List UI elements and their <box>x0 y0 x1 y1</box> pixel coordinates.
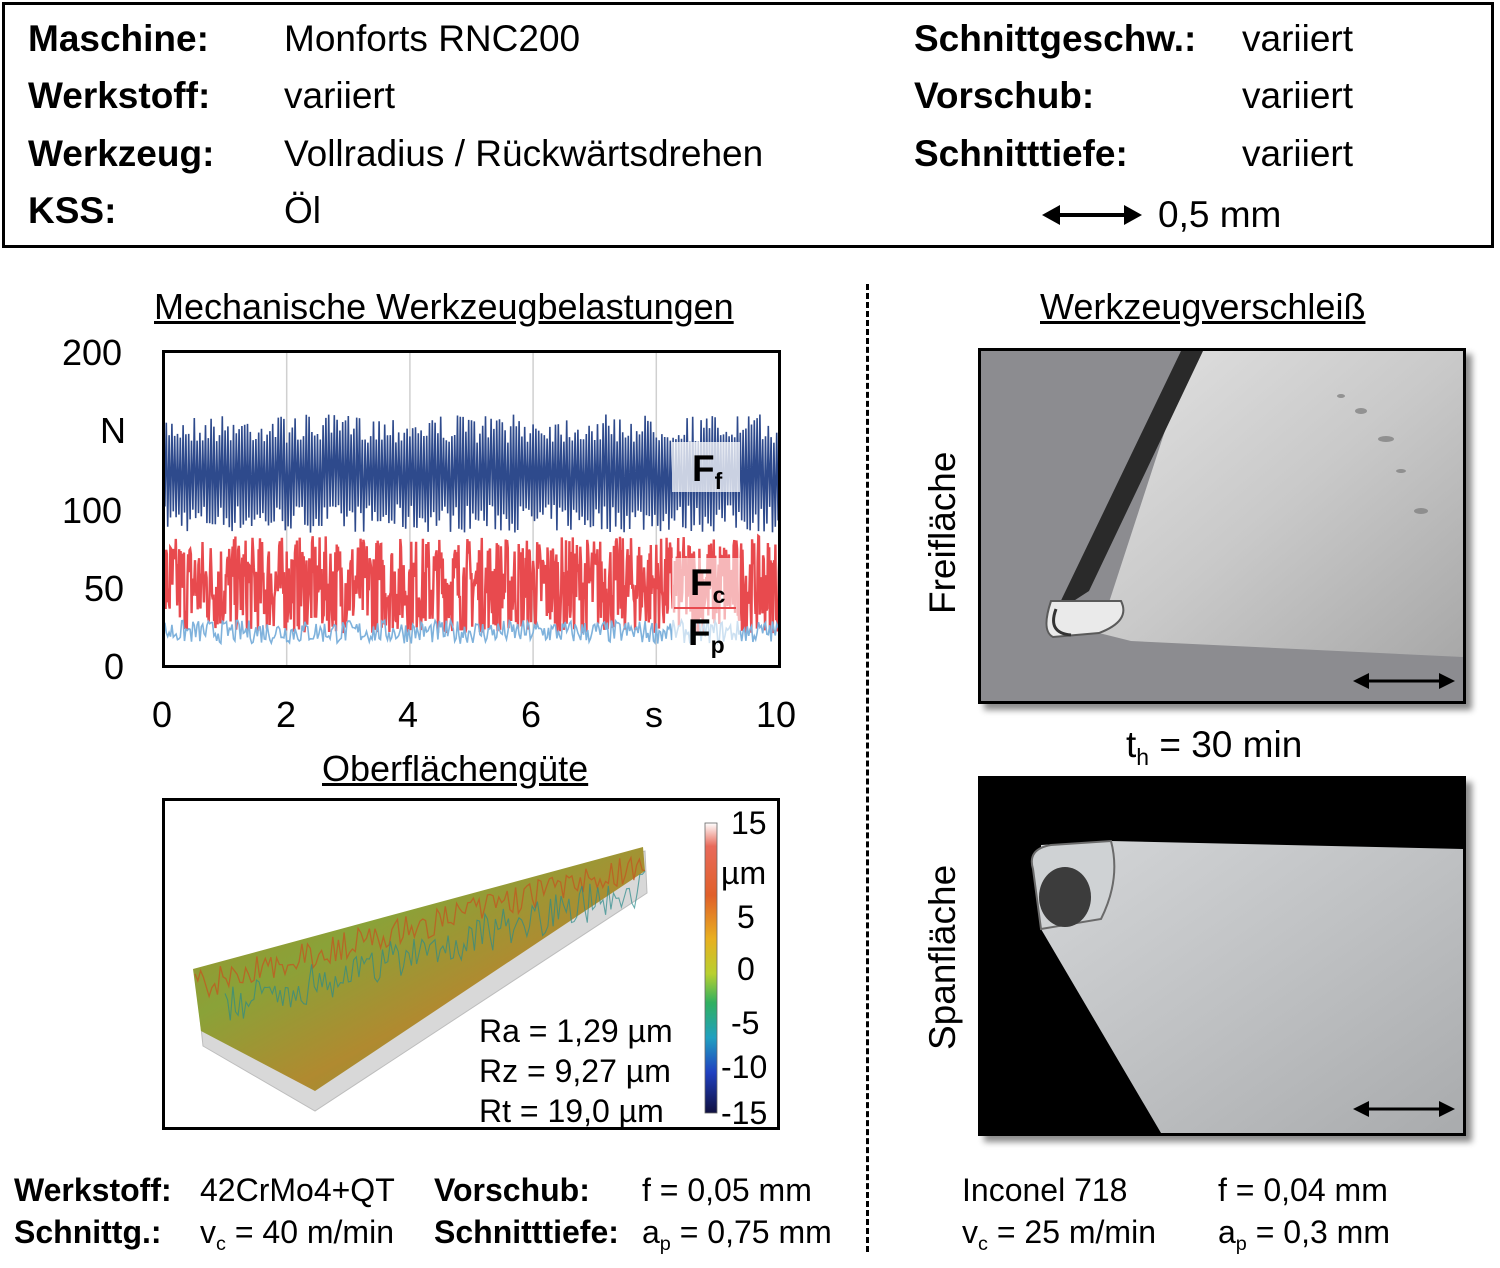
y-unit-label: N <box>100 410 126 451</box>
bottom-right-werkstoff: Inconel 718 <box>962 1172 1128 1208</box>
rz-value: Rz = 9,27 µm <box>479 1053 671 1089</box>
y-tick-200: 200 <box>62 332 123 373</box>
maschine-label: Maschine: <box>28 18 209 59</box>
colorbar-tick-15: 15 <box>731 805 767 841</box>
maschine-value: Monforts RNC200 <box>284 18 581 59</box>
bottom-vc-value: vc = 40 m/min <box>200 1214 394 1255</box>
x-tick-6: 6 <box>521 694 542 735</box>
bottom-schnittg-label: Schnittg.: <box>14 1214 162 1250</box>
schnitttiefe-value: variiert <box>1242 133 1354 174</box>
force-chart <box>162 350 781 668</box>
spanflaeche-photo <box>978 776 1466 1136</box>
x-tick-0: 0 <box>152 694 173 735</box>
freiflaeche-label: Freifläche <box>922 451 963 614</box>
rt-value: Rt = 19,0 µm <box>479 1093 664 1129</box>
colorbar-tick-5: 5 <box>737 899 755 935</box>
surface-panel: 15 µm 5 0 -5 -10 -15 Ra = 1,29 µm Rz = 9… <box>162 798 780 1131</box>
bottom-right-vc: vc = 25 m/min <box>962 1214 1156 1255</box>
werkstoff-label: Werkstoff: <box>28 75 211 116</box>
colorbar-tick-m15: -15 <box>721 1095 768 1131</box>
y-tick-0: 0 <box>104 646 125 687</box>
scale-text: 0,5 mm <box>1158 194 1282 235</box>
colorbar-tick-m5: -5 <box>731 1005 760 1041</box>
surface-3d-plot <box>193 822 718 1114</box>
spanflaeche-label: Spanfläche <box>922 864 963 1050</box>
fp-label: Fp <box>688 612 725 659</box>
x-unit-label: s <box>645 694 663 735</box>
y-tick-100: 100 <box>62 490 123 531</box>
bottom-schnitttiefe-label: Schnitttiefe: <box>434 1214 619 1250</box>
force-chart-title: Mechanische Werkzeugbelastungen <box>154 286 734 327</box>
parameter-header-box <box>2 2 1494 248</box>
x-tick-2: 2 <box>276 694 297 735</box>
bottom-vorschub-value: f = 0,05 mm <box>642 1172 812 1208</box>
werkstoff-value: variiert <box>284 75 396 116</box>
colorbar-tick-0: 0 <box>737 951 755 987</box>
bottom-right-ap: ap = 0,3 mm <box>1218 1214 1390 1255</box>
surface-title: Oberflächengüte <box>322 748 589 789</box>
x-tick-10: 10 <box>756 694 797 735</box>
ff-label: Ff <box>692 448 723 495</box>
schnitttiefe-label: Schnitttiefe: <box>914 133 1128 174</box>
schnittgeschw-label: Schnittgeschw.: <box>914 18 1197 59</box>
vorschub-value: variiert <box>1242 75 1354 116</box>
bottom-werkstoff-value: 42CrMo4+QT <box>200 1172 395 1208</box>
series-fc-line <box>162 533 781 634</box>
bottom-vorschub-label: Vorschub: <box>434 1172 590 1208</box>
fc-label: Fc <box>690 562 726 609</box>
bottom-right-vorschub: f = 0,04 mm <box>1218 1172 1388 1208</box>
freiflaeche-photo <box>978 348 1466 704</box>
colorbar-tick-m10: -10 <box>721 1049 768 1085</box>
y-tick-50: 50 <box>84 568 125 609</box>
vorschub-label: Vorschub: <box>914 75 1095 116</box>
scale-arrow-icon <box>1042 205 1142 225</box>
ra-value: Ra = 1,29 µm <box>479 1013 673 1049</box>
werkzeug-value: Vollradius / Rückwärtsdrehen <box>284 133 764 174</box>
kss-value: Öl <box>284 190 321 231</box>
wear-title: Werkzeugverschleiß <box>1040 286 1366 327</box>
th-label: th = 30 min <box>1126 724 1303 771</box>
colorbar-unit: µm <box>721 855 767 891</box>
bottom-werkstoff-label: Werkstoff: <box>14 1172 172 1208</box>
werkzeug-label: Werkzeug: <box>28 133 215 174</box>
schnittgeschw-value: variiert <box>1242 18 1354 59</box>
bottom-ap-value: ap = 0,75 mm <box>642 1214 832 1255</box>
section-divider <box>866 284 869 1252</box>
x-tick-4: 4 <box>398 694 419 735</box>
kss-label: KSS: <box>28 190 117 231</box>
